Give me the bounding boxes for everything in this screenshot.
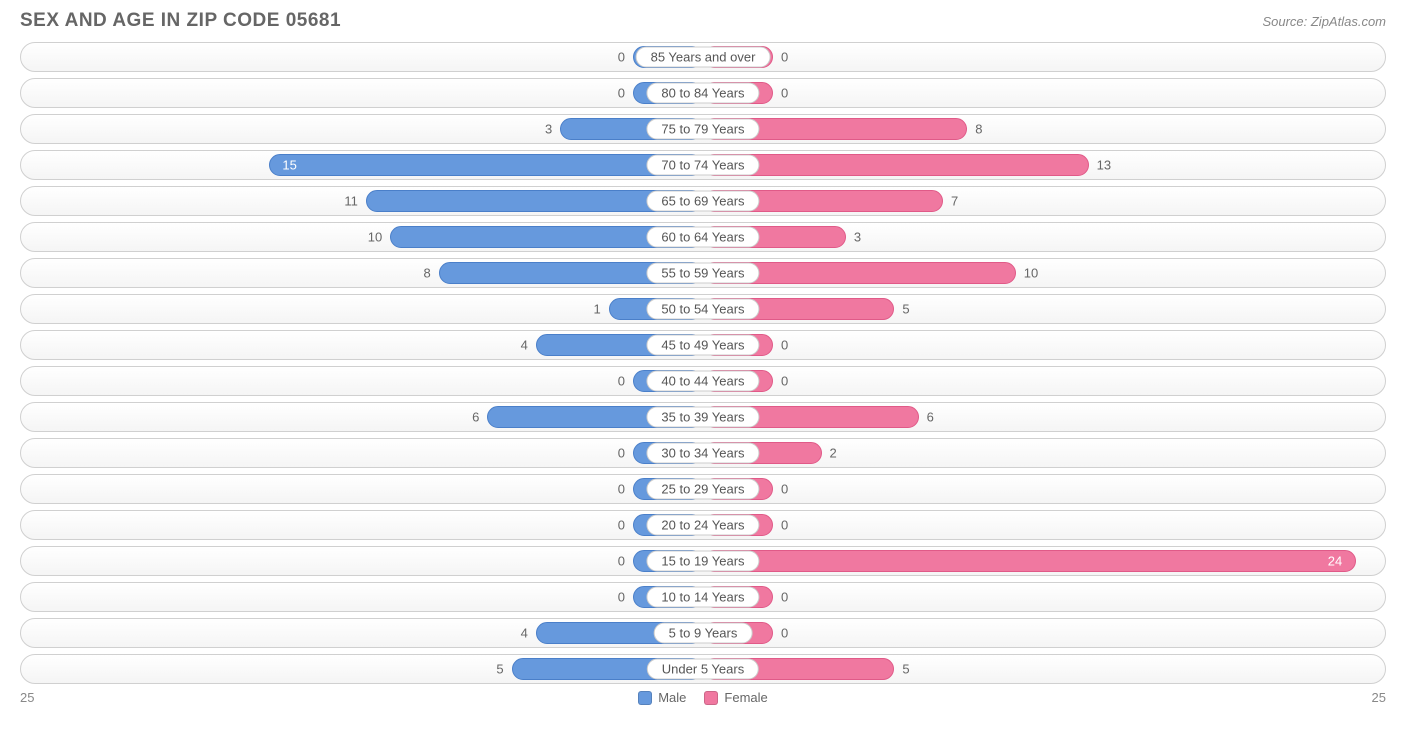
- female-value: 0: [781, 50, 788, 65]
- age-group-label: 50 to 54 Years: [646, 299, 759, 320]
- male-value: 0: [618, 86, 625, 101]
- male-value: 3: [545, 122, 552, 137]
- male-value: 15: [282, 158, 296, 173]
- female-value: 0: [781, 338, 788, 353]
- male-value: 6: [472, 410, 479, 425]
- female-bar: [703, 550, 1356, 572]
- male-value: 0: [618, 446, 625, 461]
- female-value: 0: [781, 518, 788, 533]
- age-group-label: 25 to 29 Years: [646, 479, 759, 500]
- chart-row: 0 0 20 to 24 Years: [20, 510, 1386, 540]
- female-value: 2: [830, 446, 837, 461]
- female-value: 13: [1097, 158, 1111, 173]
- age-group-label: 20 to 24 Years: [646, 515, 759, 536]
- chart-row: 8 10 55 to 59 Years: [20, 258, 1386, 288]
- age-group-label: 10 to 14 Years: [646, 587, 759, 608]
- age-group-label: 30 to 34 Years: [646, 443, 759, 464]
- legend-female: Female: [704, 690, 767, 705]
- female-value: 0: [781, 374, 788, 389]
- legend-female-swatch: [704, 691, 718, 705]
- axis-left-max: 25: [20, 690, 34, 705]
- chart-row: 10 3 60 to 64 Years: [20, 222, 1386, 252]
- age-group-label: 60 to 64 Years: [646, 227, 759, 248]
- chart-row: 5 5 Under 5 Years: [20, 654, 1386, 684]
- legend: Male Female: [638, 690, 768, 705]
- chart-row: 0 0 40 to 44 Years: [20, 366, 1386, 396]
- legend-female-label: Female: [724, 690, 767, 705]
- age-group-label: 45 to 49 Years: [646, 335, 759, 356]
- chart-header: SEX AND AGE IN ZIP CODE 05681 Source: Zi…: [20, 10, 1386, 32]
- legend-male-swatch: [638, 691, 652, 705]
- chart-row: 0 2 30 to 34 Years: [20, 438, 1386, 468]
- age-group-label: 75 to 79 Years: [646, 119, 759, 140]
- axis-right-max: 25: [1372, 690, 1386, 705]
- male-value: 8: [424, 266, 431, 281]
- chart-row: 0 0 85 Years and over: [20, 42, 1386, 72]
- male-value: 0: [618, 482, 625, 497]
- chart-row: 15 13 70 to 74 Years: [20, 150, 1386, 180]
- female-value: 0: [781, 86, 788, 101]
- chart-title: SEX AND AGE IN ZIP CODE 05681: [20, 10, 341, 32]
- female-value: 3: [854, 230, 861, 245]
- age-group-label: 5 to 9 Years: [654, 623, 753, 644]
- chart-source: Source: ZipAtlas.com: [1262, 14, 1386, 29]
- male-value: 5: [496, 662, 503, 677]
- age-group-label: 35 to 39 Years: [646, 407, 759, 428]
- male-value: 0: [618, 518, 625, 533]
- male-value: 0: [618, 374, 625, 389]
- chart-row: 4 0 45 to 49 Years: [20, 330, 1386, 360]
- chart-footer: 25 Male Female 25: [20, 690, 1386, 705]
- age-group-label: 15 to 19 Years: [646, 551, 759, 572]
- chart-row: 11 7 65 to 69 Years: [20, 186, 1386, 216]
- chart-row: 3 8 75 to 79 Years: [20, 114, 1386, 144]
- chart-row: 0 0 10 to 14 Years: [20, 582, 1386, 612]
- female-value: 8: [975, 122, 982, 137]
- age-group-label: 85 Years and over: [636, 47, 771, 68]
- chart-row: 0 24 15 to 19 Years: [20, 546, 1386, 576]
- female-value: 24: [1328, 554, 1342, 569]
- chart-row: 6 6 35 to 39 Years: [20, 402, 1386, 432]
- female-value: 5: [902, 662, 909, 677]
- female-value: 0: [781, 590, 788, 605]
- male-value: 1: [594, 302, 601, 317]
- female-value: 0: [781, 482, 788, 497]
- female-value: 7: [951, 194, 958, 209]
- female-bar: [703, 154, 1089, 176]
- age-group-label: 40 to 44 Years: [646, 371, 759, 392]
- age-group-label: 65 to 69 Years: [646, 191, 759, 212]
- male-value: 4: [521, 338, 528, 353]
- male-value: 0: [618, 50, 625, 65]
- legend-male: Male: [638, 690, 686, 705]
- male-value: 0: [618, 590, 625, 605]
- male-value: 0: [618, 554, 625, 569]
- chart-row: 0 0 25 to 29 Years: [20, 474, 1386, 504]
- male-bar: [269, 154, 703, 176]
- female-value: 0: [781, 626, 788, 641]
- chart-row: 0 0 80 to 84 Years: [20, 78, 1386, 108]
- legend-male-label: Male: [658, 690, 686, 705]
- chart-row: 1 5 50 to 54 Years: [20, 294, 1386, 324]
- male-value: 4: [521, 626, 528, 641]
- population-pyramid-chart: 0085 Years and over0080 to 84 Years3875 …: [20, 42, 1386, 684]
- male-value: 11: [344, 194, 358, 209]
- female-value: 5: [902, 302, 909, 317]
- male-value: 10: [368, 230, 382, 245]
- female-value: 6: [927, 410, 934, 425]
- age-group-label: 80 to 84 Years: [646, 83, 759, 104]
- age-group-label: Under 5 Years: [647, 659, 759, 680]
- chart-row: 4 0 5 to 9 Years: [20, 618, 1386, 648]
- female-value: 10: [1024, 266, 1038, 281]
- age-group-label: 55 to 59 Years: [646, 263, 759, 284]
- age-group-label: 70 to 74 Years: [646, 155, 759, 176]
